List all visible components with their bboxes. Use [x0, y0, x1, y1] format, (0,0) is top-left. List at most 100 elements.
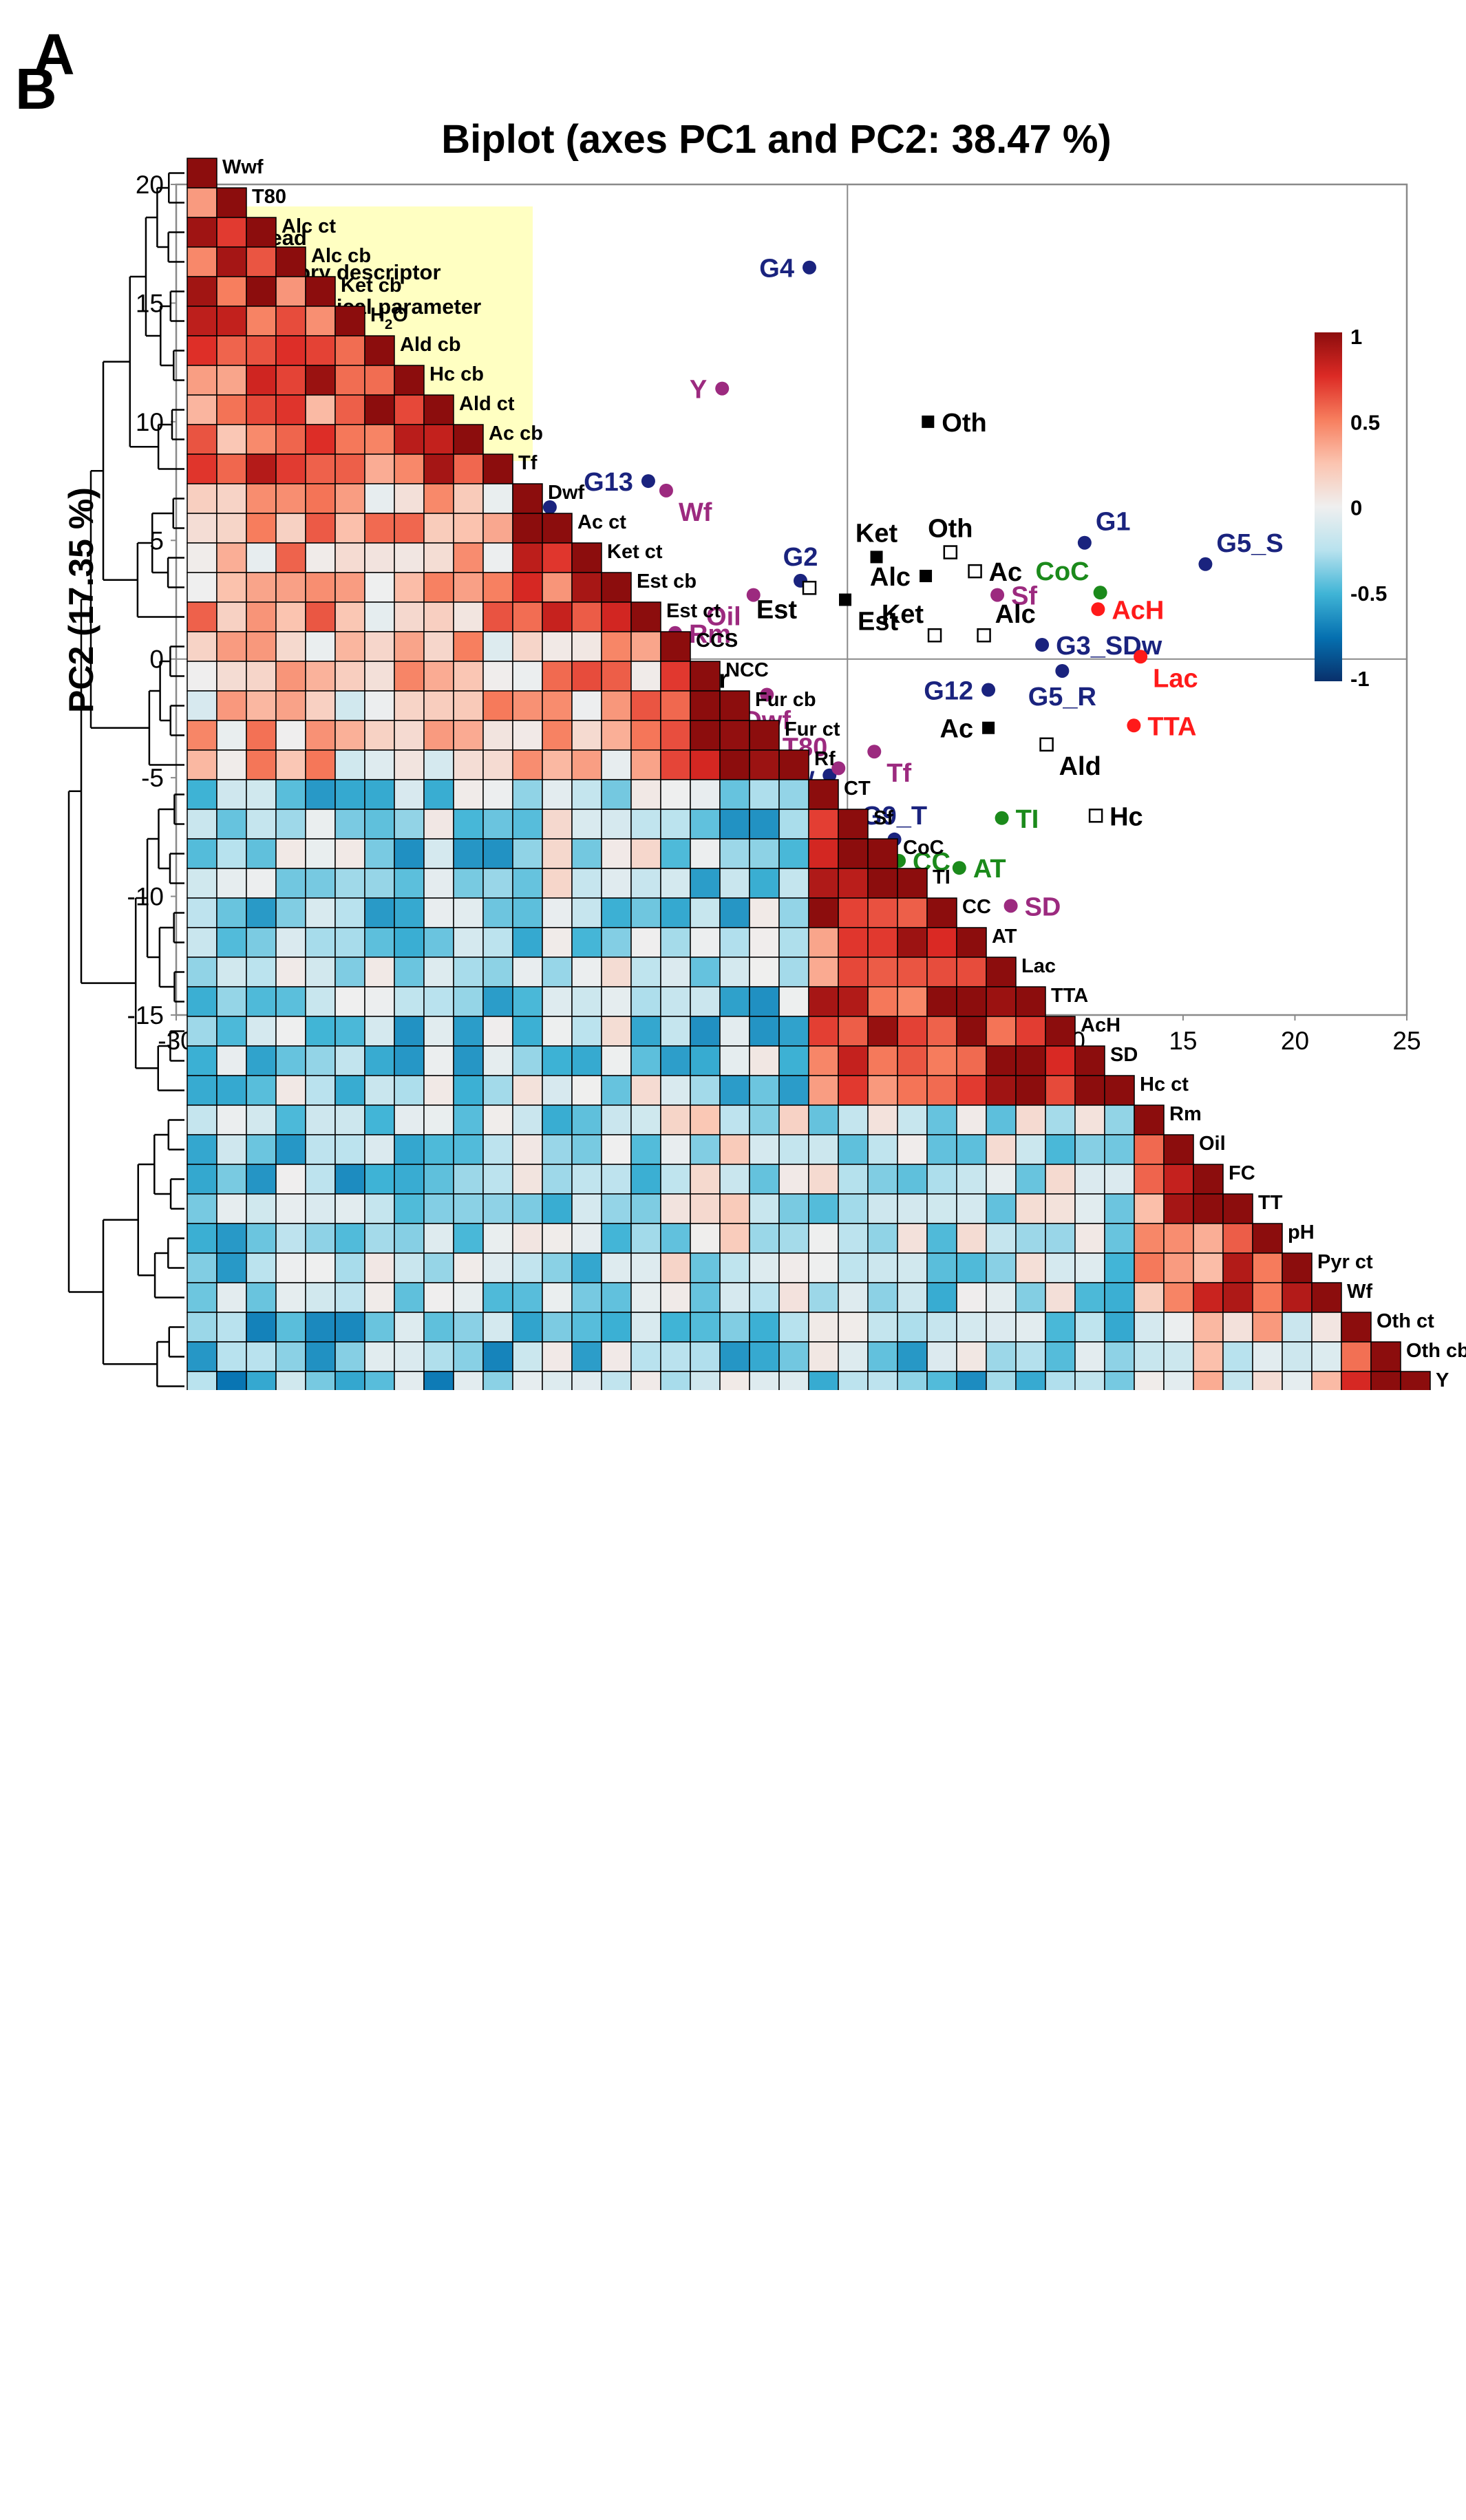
heatmap-cell [364, 1282, 395, 1313]
heatmap-cell [719, 1164, 750, 1195]
heatmap-cell [690, 1104, 721, 1135]
point-marker [831, 761, 846, 776]
heatmap-cell [1074, 1075, 1105, 1106]
heatmap-cell [246, 1016, 277, 1047]
heatmap-cell [749, 957, 780, 987]
diagonal-variable-label: CoC [903, 837, 944, 859]
heatmap-cell [334, 306, 365, 337]
point-label: Alc [870, 563, 911, 592]
heatmap-cell [808, 1134, 839, 1165]
heatmap-cell [187, 838, 217, 869]
heatmap-cell [334, 1223, 365, 1254]
heatmap-cell [482, 572, 513, 603]
heatmap-cell [542, 927, 573, 958]
heatmap-cell [216, 1282, 247, 1313]
heatmap-cell [187, 749, 217, 780]
heatmap-cell [778, 1075, 809, 1106]
heatmap-cell [808, 779, 839, 810]
heatmap-cell [187, 690, 217, 721]
heatmap-cell [364, 1341, 395, 1372]
heatmap-cell [956, 1282, 987, 1313]
heatmap-cell [719, 927, 750, 958]
point-marker [802, 581, 817, 595]
heatmap-cell [1015, 1104, 1046, 1135]
heatmap-cell [187, 365, 217, 396]
heatmap-cell [749, 868, 780, 899]
heatmap-cell [364, 601, 395, 632]
heatmap-cell [630, 927, 661, 958]
heatmap-cell [482, 927, 513, 958]
heatmap-cell [187, 986, 217, 1017]
diagonal-variable-label: SD [1110, 1044, 1138, 1066]
heatmap-cell [601, 1075, 632, 1106]
heatmap-cell [1400, 1371, 1431, 1390]
heatmap-cell [187, 1312, 217, 1343]
heatmap-cell [334, 690, 365, 721]
heatmap-cell [275, 542, 306, 573]
heatmap-cell [187, 868, 217, 899]
heatmap-cell [187, 720, 217, 751]
heatmap-cell [1163, 1282, 1194, 1313]
heatmap-cell [1282, 1341, 1313, 1372]
point-label: Oil [706, 603, 741, 632]
heatmap-cell [838, 868, 869, 899]
heatmap-cell [690, 690, 721, 721]
heatmap-cell [423, 453, 454, 484]
heatmap-cell [453, 513, 484, 544]
heatmap-cell [423, 1104, 454, 1135]
heatmap-cell [305, 513, 336, 544]
heatmap-cell [630, 1164, 661, 1195]
heatmap-cell [749, 897, 780, 928]
heatmap-cell [808, 897, 839, 928]
heatmap-cell [246, 1104, 277, 1135]
heatmap-cell [749, 1045, 780, 1076]
heatmap-cell [394, 661, 425, 692]
heatmap-cell [808, 1045, 839, 1076]
heatmap-cell [305, 1075, 336, 1106]
heatmap-cell [956, 1193, 987, 1224]
heatmap-cell [246, 246, 277, 277]
heatmap-cell [246, 809, 277, 840]
colorbar-tick-label: 0.5 [1350, 410, 1380, 434]
heatmap-cell [275, 838, 306, 869]
point-label: G13 [584, 468, 633, 497]
heatmap-cell [334, 868, 365, 899]
heatmap-cell [187, 1193, 217, 1224]
heatmap-cell [1222, 1312, 1253, 1343]
heatmap-cell [571, 1045, 602, 1076]
heatmap-cell [660, 1252, 691, 1283]
point-marker [746, 588, 761, 602]
heatmap-cell [334, 1371, 365, 1390]
heatmap-cell [542, 1134, 573, 1165]
heatmap-cell [482, 749, 513, 780]
heatmap-cell [246, 661, 277, 692]
heatmap-cell [246, 1075, 277, 1106]
heatmap-cell [187, 1341, 217, 1372]
heatmap-cell [542, 513, 573, 544]
heatmap-cell [364, 453, 395, 484]
heatmap-cell [719, 779, 750, 810]
heatmap-cell [719, 1193, 750, 1224]
heatmap-cell [630, 1045, 661, 1076]
heatmap-cell [364, 779, 395, 810]
heatmap-cell [187, 246, 217, 277]
heatmap-cell [216, 276, 247, 307]
heatmap-cell [1104, 1341, 1135, 1372]
heatmap-cell [1045, 1252, 1076, 1283]
heatmap-cell [246, 1371, 277, 1390]
heatmap-cell [1252, 1312, 1283, 1343]
heatmap-cell [719, 897, 750, 928]
heatmap-cell [246, 572, 277, 603]
heatmap-cell [334, 394, 365, 425]
x-tick-label: 15 [1169, 1027, 1197, 1055]
heatmap-cell [305, 986, 336, 1017]
heatmap-cell [1045, 1134, 1076, 1165]
diagonal-variable-label: TTA [1051, 985, 1088, 1007]
heatmap-cell [1222, 1282, 1253, 1313]
heatmap-cell [216, 335, 247, 366]
point-label: CoC [1036, 557, 1090, 586]
heatmap-cell [305, 424, 336, 455]
heatmap-cell [660, 1075, 691, 1106]
heatmap-cell [334, 365, 365, 396]
heatmap-cell [1015, 1193, 1046, 1224]
